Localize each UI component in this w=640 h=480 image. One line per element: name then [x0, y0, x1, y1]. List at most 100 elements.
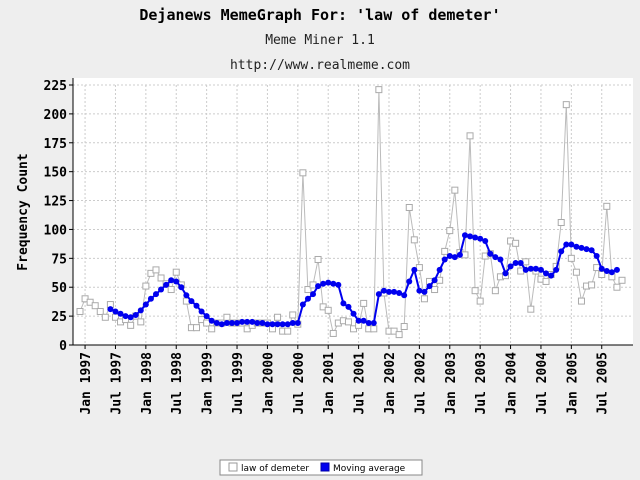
- data-point-law-of-demeter: [329, 329, 337, 337]
- data-point-moving-average: [497, 256, 504, 263]
- x-tick-label: Jan 2001: [322, 352, 337, 415]
- data-point-law-of-demeter: [91, 302, 99, 310]
- x-tick-label: Jul 2002: [413, 352, 428, 415]
- data-point-law-of-demeter: [203, 319, 211, 327]
- data-point-moving-average: [228, 320, 235, 327]
- data-point-law-of-demeter: [613, 283, 621, 291]
- data-point-moving-average: [431, 277, 438, 284]
- data-point-moving-average: [563, 241, 570, 248]
- data-point-moving-average: [517, 259, 524, 266]
- data-point-law-of-demeter: [314, 255, 322, 263]
- series-moving-average: [107, 232, 620, 328]
- data-point-moving-average: [492, 254, 499, 261]
- data-point-law-of-demeter: [96, 307, 104, 315]
- legend-label-law-of-demeter: law of demeter: [241, 464, 309, 474]
- data-point-law-of-demeter: [137, 318, 145, 326]
- data-point-moving-average: [188, 298, 195, 305]
- legend: law of demeter Moving average: [219, 459, 423, 476]
- data-point-law-of-demeter: [517, 267, 525, 275]
- chart-title: Dejanews MemeGraph For: 'law of demeter': [139, 6, 500, 24]
- data-point-moving-average: [158, 286, 165, 293]
- data-point-moving-average: [289, 320, 296, 327]
- y-tick-label: 225: [44, 79, 67, 94]
- data-point-moving-average: [385, 288, 392, 295]
- y-tick-label: 100: [44, 223, 68, 238]
- legend-swatch-law-of-demeter: [228, 462, 238, 472]
- data-point-moving-average: [279, 321, 286, 328]
- data-point-moving-average: [543, 270, 550, 277]
- data-point-moving-average: [482, 238, 489, 244]
- data-point-moving-average: [365, 320, 372, 327]
- data-point-law-of-demeter: [157, 274, 165, 282]
- data-point-law-of-demeter: [466, 132, 474, 140]
- x-axis: Jan 1997 Jul 1997 Jan 1998 Jul 1998 Jan 1999…: [73, 344, 633, 415]
- data-point-moving-average: [391, 288, 398, 295]
- data-point-moving-average: [132, 311, 139, 318]
- data-point-moving-average: [234, 320, 241, 327]
- data-point-moving-average: [112, 308, 119, 315]
- data-point-moving-average: [522, 266, 529, 273]
- data-point-moving-average: [472, 234, 479, 241]
- data-point-moving-average: [310, 291, 317, 298]
- data-point-moving-average: [558, 248, 565, 255]
- data-point-moving-average: [223, 320, 230, 327]
- data-point-moving-average: [502, 270, 509, 277]
- data-point-law-of-demeter: [542, 277, 550, 285]
- data-point-law-of-demeter: [588, 281, 596, 289]
- data-point-law-of-demeter: [101, 313, 109, 321]
- data-point-moving-average: [350, 310, 357, 317]
- data-point-moving-average: [107, 306, 114, 313]
- grid-lines: [73, 84, 633, 345]
- data-point-law-of-demeter: [451, 186, 459, 194]
- data-point-law-of-demeter: [274, 313, 282, 321]
- data-point-law-of-demeter: [410, 236, 418, 244]
- data-point-moving-average: [467, 233, 474, 240]
- data-point-moving-average: [218, 321, 225, 328]
- data-point-moving-average: [320, 280, 327, 287]
- data-point-law-of-demeter: [577, 297, 585, 305]
- data-point-moving-average: [249, 318, 256, 325]
- data-point-law-of-demeter: [284, 327, 292, 335]
- data-point-moving-average: [532, 265, 539, 272]
- data-point-moving-average: [553, 266, 560, 273]
- data-point-moving-average: [573, 243, 580, 250]
- data-point-law-of-demeter: [557, 219, 565, 227]
- data-point-moving-average: [416, 287, 423, 294]
- data-point-law-of-demeter: [127, 321, 135, 329]
- data-point-moving-average: [269, 321, 276, 328]
- data-point-moving-average: [239, 318, 246, 325]
- data-point-moving-average: [370, 320, 377, 327]
- data-point-law-of-demeter: [324, 306, 332, 314]
- y-tick-label: 150: [44, 166, 68, 181]
- data-point-law-of-demeter: [415, 264, 423, 272]
- data-point-law-of-demeter: [491, 287, 499, 295]
- data-point-moving-average: [330, 280, 337, 287]
- data-point-law-of-demeter: [289, 311, 297, 319]
- data-point-moving-average: [294, 320, 301, 327]
- data-point-law-of-demeter: [167, 286, 175, 294]
- data-point-law-of-demeter: [370, 325, 378, 333]
- data-point-law-of-demeter: [375, 86, 383, 94]
- data-point-law-of-demeter: [431, 286, 439, 294]
- data-point-moving-average: [137, 307, 144, 314]
- data-point-moving-average: [173, 278, 180, 285]
- x-tick-label: Jan 2003: [444, 352, 459, 415]
- y-tick-label: 50: [51, 281, 67, 296]
- data-point-law-of-demeter: [395, 331, 403, 339]
- data-point-law-of-demeter: [193, 324, 201, 332]
- data-point-moving-average: [264, 321, 271, 328]
- plot-area: [73, 78, 633, 345]
- data-point-moving-average: [477, 235, 484, 242]
- data-point-law-of-demeter: [471, 287, 479, 295]
- data-point-moving-average: [122, 313, 129, 320]
- data-point-moving-average: [163, 281, 170, 288]
- data-point-law-of-demeter: [299, 169, 307, 177]
- data-point-moving-average: [608, 269, 615, 276]
- data-point-moving-average: [117, 310, 124, 317]
- data-point-moving-average: [340, 300, 347, 307]
- data-point-law-of-demeter: [446, 227, 454, 235]
- x-tick-label: Jan 1998: [140, 352, 155, 415]
- data-point-moving-average: [274, 321, 281, 328]
- data-point-law-of-demeter: [522, 258, 530, 266]
